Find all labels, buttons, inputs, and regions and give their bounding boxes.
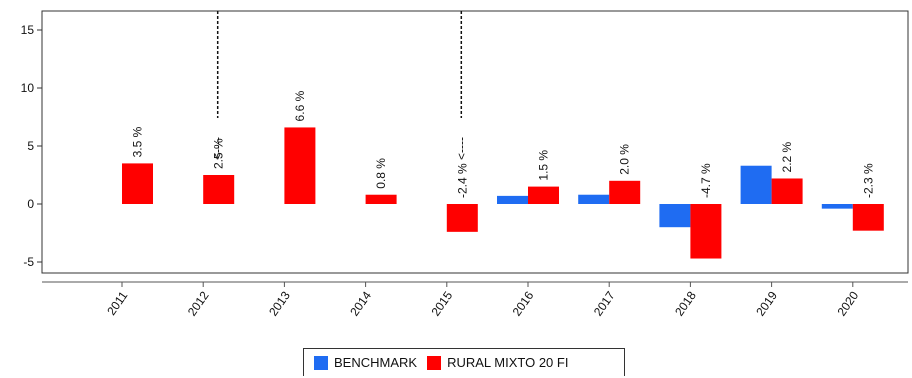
y-tick-label: -5	[23, 255, 34, 269]
x-tick-label: 2016	[510, 288, 537, 318]
bars	[122, 127, 884, 259]
data-label: -2.3 %	[861, 163, 875, 198]
data-label: 6.6 %	[293, 90, 307, 121]
fund-bar	[122, 163, 153, 204]
benchmark-bar	[659, 204, 691, 228]
y-tick-label: 0	[27, 197, 34, 211]
x-tick-label: 2011	[104, 288, 130, 317]
y-axis: 15 10 5 0 -5	[21, 23, 42, 269]
benchmark-bar	[821, 204, 853, 209]
x-tick-label: 2020	[834, 288, 861, 318]
data-label: 2.2 %	[780, 141, 794, 172]
data-label: -4.7 %	[699, 163, 713, 198]
legend-item-benchmark: BENCHMARK	[314, 355, 417, 370]
x-tick-label: 2012	[185, 288, 212, 318]
x-tick-label: 2015	[428, 288, 455, 318]
fund-bar	[528, 186, 559, 204]
fund-bar	[365, 194, 397, 204]
marker-lines: <---- <----	[211, 11, 468, 160]
x-axis: 2011 2012 2013 2014 2015 2016 2017 2018 2019 2020	[42, 281, 908, 319]
marker-arrow-label: <----	[454, 137, 468, 160]
benchmark-bar	[740, 165, 772, 204]
fund-bar	[284, 127, 316, 204]
x-tick-label: 2018	[672, 288, 699, 318]
legend-label-rural-mixto: RURAL MIXTO 20 FI	[447, 355, 569, 370]
plot-area-frame	[41, 10, 909, 274]
benchmark-bar	[497, 195, 528, 204]
data-label: 1.5 %	[537, 150, 551, 181]
fund-bar	[852, 204, 884, 231]
fund-bar	[446, 204, 478, 232]
x-tick-label: 2017	[591, 288, 618, 318]
benchmark-bar	[578, 194, 610, 204]
marker-arrow-label: <----	[211, 137, 225, 160]
x-tick-label: 2019	[753, 288, 780, 318]
data-label: 3.5 %	[131, 126, 145, 157]
fund-bar	[690, 204, 722, 259]
y-tick-label: 5	[27, 139, 34, 153]
x-tick-label: 2013	[266, 288, 293, 318]
legend-label-benchmark: BENCHMARK	[334, 355, 418, 370]
y-tick-label: 15	[21, 23, 35, 37]
legend-swatch-rural-mixto	[427, 355, 442, 370]
data-label: 2.5 %	[212, 138, 226, 169]
data-label: -2.4 %	[455, 163, 469, 198]
data-label: 0.8 %	[374, 158, 388, 189]
fund-bar	[609, 180, 641, 204]
data-labels: 3.5 % 2.5 % 6.6 % 0.8 % -2.4 % 1.5 % 2.0 % -4.7…	[131, 90, 876, 198]
legend: BENCHMARK RURAL MIXTO 20 FI	[303, 348, 625, 376]
legend-swatch-benchmark	[314, 355, 328, 370]
data-label: 2.0 %	[618, 144, 632, 175]
y-tick-label: 10	[21, 81, 35, 95]
fund-bar	[203, 175, 235, 204]
legend-item-rural-mixto: RURAL MIXTO 20 FI	[427, 355, 568, 370]
x-tick-label: 2014	[347, 288, 374, 318]
fund-bar	[771, 178, 803, 204]
